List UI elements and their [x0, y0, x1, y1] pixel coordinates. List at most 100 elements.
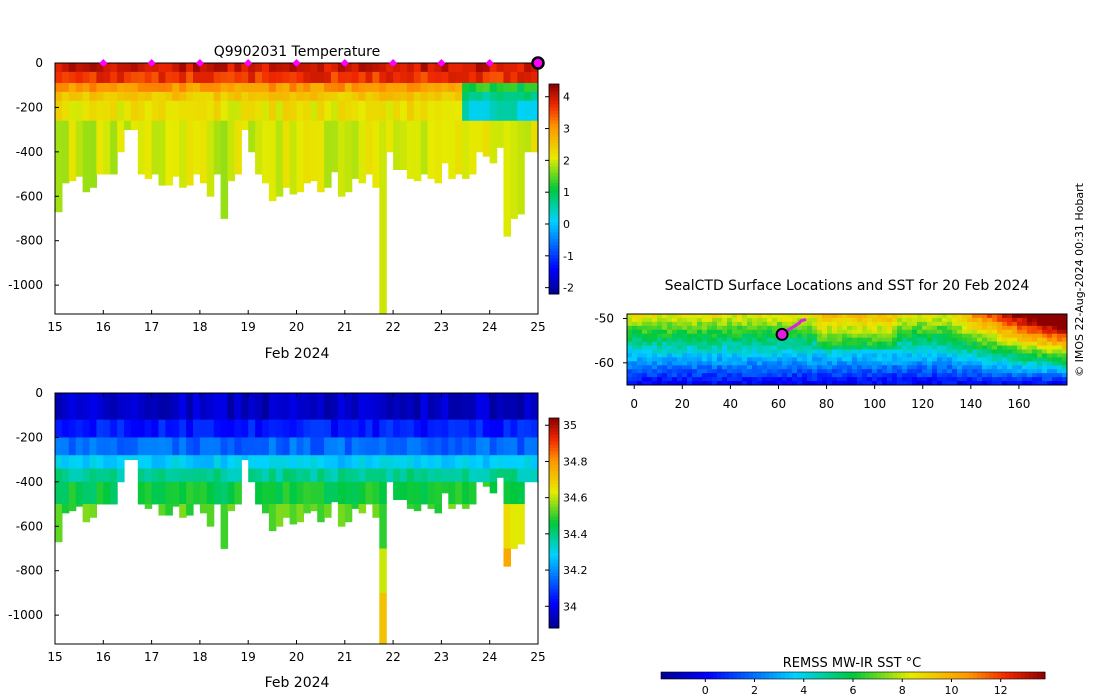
- sst-cell: [827, 337, 833, 343]
- heatmap-cell: [193, 91, 201, 102]
- sst-cell: [947, 337, 953, 343]
- sst-cell: [742, 373, 748, 378]
- heatmap-cell: [234, 393, 242, 421]
- sst-cell: [942, 329, 948, 335]
- heatmap-cell: [462, 437, 470, 456]
- sst-cell: [1007, 357, 1013, 362]
- heatmap-cell: [262, 120, 270, 184]
- sst-cell: [662, 349, 668, 355]
- heatmap-cell: [379, 100, 387, 122]
- sst-cell: [1012, 365, 1018, 370]
- sst-cell: [652, 321, 658, 327]
- heatmap-cell: [296, 91, 304, 102]
- sst-colorbar-segment: [797, 672, 802, 679]
- x-tick-label: 24: [482, 650, 497, 664]
- sst-cell: [767, 317, 773, 323]
- sst-cell: [987, 329, 993, 335]
- heatmap-cell: [103, 120, 111, 175]
- heatmap-cell: [227, 63, 235, 73]
- sst-cell: [1047, 341, 1053, 347]
- sst-cell: [977, 333, 983, 339]
- sst-cell: [647, 341, 653, 347]
- sst-cell: [832, 314, 838, 319]
- sst-cell: [702, 321, 708, 327]
- sst-cell: [707, 314, 713, 319]
- heatmap-cell: [379, 120, 387, 314]
- sst-cell: [947, 317, 953, 323]
- heatmap-cell: [413, 393, 422, 421]
- heatmap-cell: [420, 120, 429, 175]
- sst-cell: [1057, 345, 1063, 351]
- heatmap-cell: [434, 100, 442, 122]
- sst-cell: [657, 349, 663, 355]
- sst-cell: [1012, 345, 1018, 351]
- sst-cell: [957, 377, 963, 382]
- heatmap-cell: [441, 120, 449, 164]
- sst-colorbar-segment: [893, 672, 898, 679]
- heatmap-cell: [517, 468, 525, 483]
- heatmap-cell: [220, 481, 229, 505]
- sst-cell: [987, 365, 993, 370]
- heatmap-cell: [448, 82, 456, 93]
- sst-cell: [852, 314, 858, 319]
- sst-cell: [982, 325, 988, 331]
- sst-cell: [817, 337, 823, 343]
- sst-cell: [942, 333, 948, 339]
- sst-cell: [947, 345, 953, 351]
- sst-cell: [712, 377, 718, 382]
- heatmap-cell: [158, 82, 166, 93]
- heatmap-cell: [137, 437, 146, 456]
- sst-cell: [1007, 337, 1013, 343]
- heatmap-cell: [124, 419, 132, 438]
- sst-cell: [727, 377, 733, 382]
- heatmap-cell: [275, 100, 284, 122]
- colorbar-segment: [549, 185, 559, 190]
- heatmap-cell: [96, 481, 104, 505]
- sst-cell: [857, 349, 863, 355]
- sst-cell: [887, 381, 893, 385]
- sst-cell: [912, 337, 918, 343]
- sst-cell: [922, 373, 928, 378]
- heatmap-cell: [103, 91, 111, 102]
- sst-cell: [702, 377, 708, 382]
- sst-cell: [987, 349, 993, 355]
- colorbar-segment: [549, 238, 559, 242]
- sst-cell: [897, 321, 903, 327]
- heatmap-cell: [489, 82, 498, 93]
- sst-cell: [692, 314, 698, 319]
- sst-cell: [787, 314, 793, 319]
- heatmap-cell: [489, 481, 498, 494]
- heatmap-cell: [227, 504, 235, 512]
- heatmap-cell: [61, 82, 70, 93]
- sst-cell: [837, 329, 843, 335]
- sst-cell: [667, 341, 673, 347]
- sst-cell: [697, 357, 703, 362]
- sst-cell: [687, 353, 693, 358]
- sst-cell: [777, 361, 783, 366]
- sst-cell: [932, 381, 938, 385]
- heatmap-cell: [151, 100, 160, 122]
- x-tick-label: 22: [385, 320, 400, 334]
- sst-colorbar-segment: [997, 672, 1002, 679]
- heatmap-cell: [434, 481, 442, 505]
- sst-cell: [872, 381, 878, 385]
- sst-cell: [732, 369, 738, 374]
- heatmap-cell: [462, 71, 470, 84]
- heatmap-cell: [379, 548, 387, 594]
- sst-cell: [977, 314, 983, 319]
- sst-cell: [632, 329, 638, 335]
- heatmap-cell: [296, 393, 304, 421]
- heatmap-cell: [117, 468, 125, 483]
- colorbar-segment: [549, 568, 559, 573]
- sst-cell: [897, 345, 903, 351]
- x-tick-label: 16: [96, 320, 111, 334]
- sst-colorbar-segment: [853, 672, 858, 679]
- heatmap-cell: [344, 100, 353, 122]
- heatmap-cell: [61, 468, 70, 483]
- sst-cell: [987, 361, 993, 366]
- heatmap-cell: [213, 82, 222, 93]
- heatmap-cell: [303, 437, 311, 456]
- heatmap-cell: [241, 63, 249, 73]
- heatmap-cell: [351, 455, 360, 469]
- sst-cell: [637, 341, 643, 347]
